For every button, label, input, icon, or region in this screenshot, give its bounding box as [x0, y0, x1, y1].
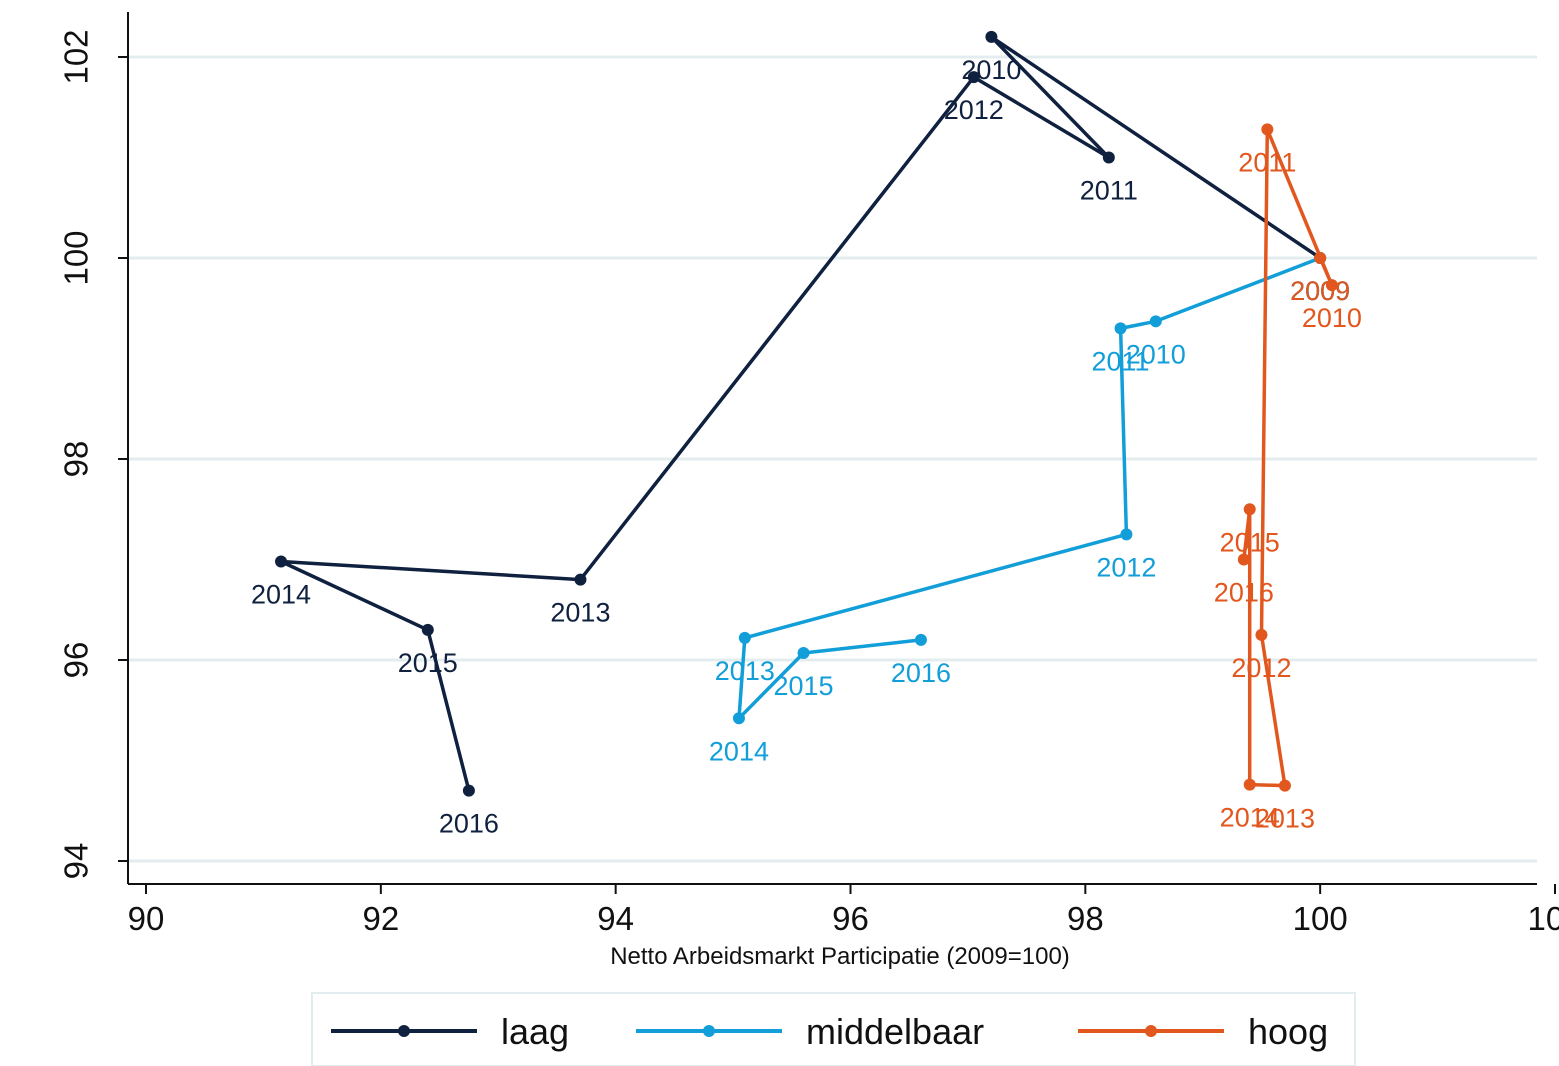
- y-tick-label: 98: [58, 441, 95, 478]
- data-point: [1149, 315, 1162, 328]
- data-point: [1237, 553, 1250, 566]
- x-tick-label: 92: [362, 900, 399, 937]
- data-label: 2014: [251, 580, 311, 610]
- data-label: 2015: [398, 648, 458, 678]
- data-label: 2013: [1255, 804, 1315, 834]
- series-line-laag: [279, 35, 1322, 792]
- data-point: [1325, 279, 1338, 292]
- legend-label: hoog: [1248, 1011, 1328, 1052]
- data-label: 2012: [1231, 653, 1291, 683]
- legend: laag middelbaar hoog: [311, 992, 1356, 1066]
- data-point: [1278, 779, 1291, 792]
- data-label: 2016: [891, 658, 951, 688]
- data-point: [1114, 322, 1127, 335]
- data-label: 2010: [1126, 339, 1186, 369]
- data-label: 2009: [1290, 276, 1350, 306]
- data-label: 2015: [773, 671, 833, 701]
- x-tick-label: 94: [597, 900, 634, 937]
- x-axis-ticks: 90 92 94 96 98 100 102: [128, 884, 1559, 937]
- x-axis-title: Netto Arbeidsmarkt Participatie (2009=10…: [610, 943, 1070, 970]
- data-point: [275, 555, 288, 568]
- x-tick-label: 100: [1293, 900, 1348, 937]
- data-point: [967, 71, 980, 84]
- gridlines: [128, 55, 1537, 863]
- x-tick-label: 102: [1527, 900, 1559, 937]
- legend-item-laag: laag: [331, 1011, 569, 1052]
- data-label: 2010: [1302, 303, 1362, 333]
- legend-swatch-marker: [398, 1025, 410, 1037]
- y-tick-label: 96: [58, 642, 95, 679]
- series-layer: 2009201020112012201320142015201620092010…: [251, 30, 1362, 839]
- data-label: 2015: [1220, 527, 1280, 557]
- data-label: 2013: [550, 598, 610, 628]
- data-label: 2011: [1238, 147, 1296, 177]
- legend-swatch-marker: [1145, 1025, 1157, 1037]
- data-point: [985, 30, 998, 43]
- x-tick-label: 96: [832, 900, 869, 937]
- data-point: [1314, 252, 1327, 264]
- data-point: [1255, 628, 1268, 641]
- y-tick-label: 100: [58, 230, 95, 285]
- data-point: [1243, 503, 1256, 516]
- data-point: [1102, 151, 1115, 164]
- data-label: 2013: [715, 656, 775, 686]
- data-label: 2014: [709, 736, 769, 766]
- data-label: 2009: [1290, 276, 1350, 306]
- data-label: 2011: [1092, 346, 1150, 376]
- data-label: 2016: [1214, 578, 1274, 608]
- data-label: 2009: [1290, 276, 1350, 306]
- axes: [127, 12, 1537, 885]
- y-tick-label: 94: [58, 843, 95, 880]
- legend-item-hoog: hoog: [1078, 1011, 1328, 1052]
- legend-swatch-marker: [703, 1025, 715, 1037]
- series-line-middelbaar: [737, 256, 1321, 721]
- data-point: [462, 784, 475, 797]
- data-label: 2016: [439, 809, 499, 839]
- data-point: [574, 573, 587, 586]
- x-tick-label: 98: [1067, 900, 1104, 937]
- data-point: [732, 712, 745, 725]
- data-point: [421, 623, 434, 636]
- x-tick-label: 90: [128, 900, 165, 937]
- data-label: 2012: [944, 95, 1004, 125]
- data-point: [1243, 778, 1256, 791]
- y-tick-label: 102: [58, 29, 95, 84]
- data-point: [1120, 528, 1133, 541]
- series-line-hoog: [1242, 127, 1334, 788]
- data-label: 2011: [1080, 176, 1138, 206]
- data-point: [1261, 123, 1274, 136]
- legend-label: laag: [501, 1011, 569, 1052]
- legend-label: middelbaar: [806, 1011, 984, 1052]
- data-point: [797, 646, 810, 659]
- legend-item-middelbaar: middelbaar: [636, 1011, 984, 1052]
- data-label: 2012: [1096, 552, 1156, 582]
- y-axis-ticks: 94 96 98 100 102: [58, 29, 128, 880]
- data-label: 2014: [1220, 803, 1280, 833]
- data-point: [738, 631, 751, 644]
- data-point: [914, 633, 927, 646]
